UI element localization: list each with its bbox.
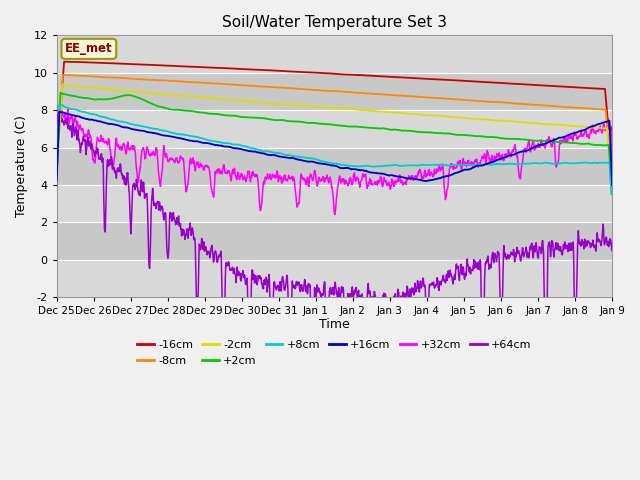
X-axis label: Time: Time <box>319 318 350 331</box>
Y-axis label: Temperature (C): Temperature (C) <box>15 115 28 217</box>
Bar <box>57 260 612 297</box>
Bar <box>57 147 612 185</box>
Text: EE_met: EE_met <box>65 42 113 55</box>
Bar <box>57 185 612 222</box>
Bar <box>57 73 612 110</box>
Legend: -16cm, -8cm, -2cm, +2cm, +8cm, +16cm, +32cm, +64cm: -16cm, -8cm, -2cm, +2cm, +8cm, +16cm, +3… <box>132 336 536 370</box>
Bar <box>57 110 612 147</box>
Title: Soil/Water Temperature Set 3: Soil/Water Temperature Set 3 <box>222 15 447 30</box>
Bar <box>57 36 612 73</box>
Bar <box>57 222 612 260</box>
